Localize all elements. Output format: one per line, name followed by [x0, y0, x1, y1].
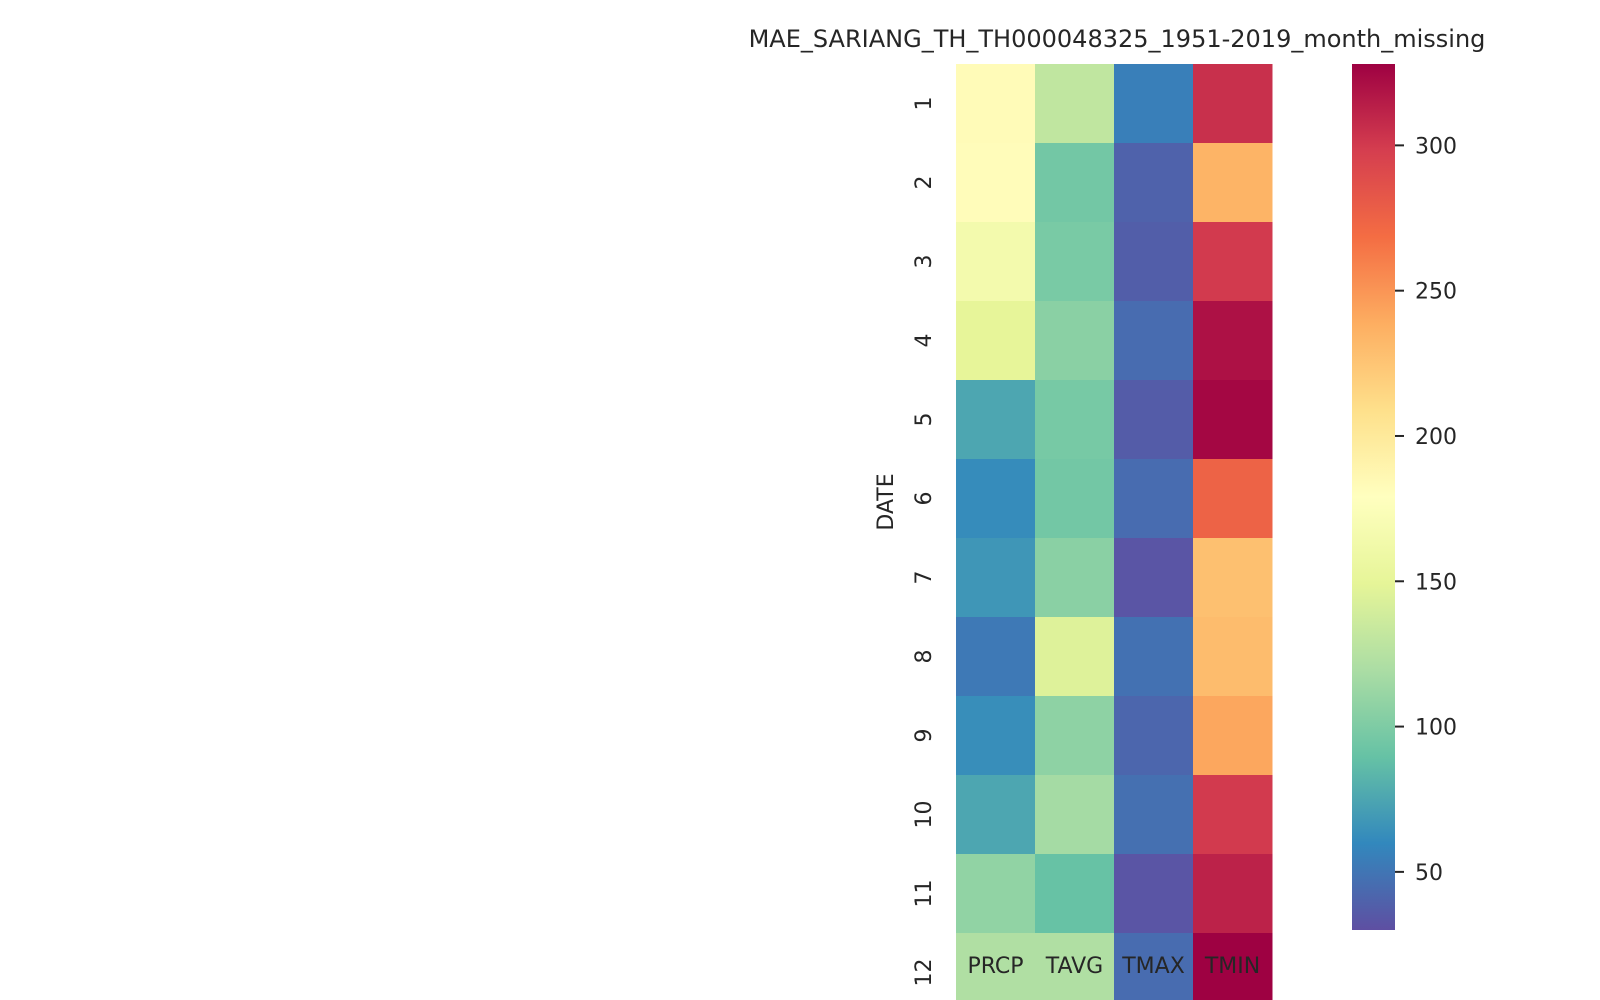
heatmap-cell: [1114, 617, 1194, 697]
heatmap-cell: [1114, 854, 1194, 934]
heatmap-cell: [956, 854, 1036, 934]
heatmap-cell: [1114, 301, 1194, 381]
heatmap-cell: [1193, 143, 1273, 223]
y-tick-label: 11: [912, 880, 937, 908]
heatmap-cell: [1193, 933, 1273, 1000]
x-tick-label: PRCP: [967, 954, 1023, 979]
heatmap-cell: [1035, 854, 1115, 934]
y-tick-label: 4: [912, 334, 937, 348]
y-tick-label: 5: [912, 413, 937, 427]
heatmap-cell: [1114, 459, 1194, 539]
heatmap-cell: [956, 301, 1036, 381]
heatmap-cell: [1193, 380, 1273, 460]
heatmap-cell: [1035, 64, 1115, 144]
heatmap-cell: [1114, 538, 1194, 618]
heatmap-cell: [1114, 64, 1194, 144]
heatmap-cell: [956, 775, 1036, 855]
y-tick-label: 12: [912, 959, 937, 987]
y-tick-label: 7: [912, 571, 937, 585]
heatmap-cell: [1193, 775, 1273, 855]
colorbar-tick-label: 250: [1415, 280, 1457, 305]
chart-title: MAE_SARIANG_TH_TH000048325_1951-2019_mon…: [749, 25, 1486, 53]
heatmap-cell: [1114, 775, 1194, 855]
heatmap-cell: [1193, 301, 1273, 381]
colorbar-tick-label: 50: [1415, 861, 1443, 886]
heatmap-cell: [956, 380, 1036, 460]
y-tick-label: 6: [912, 492, 937, 506]
y-tick-label: 3: [912, 255, 937, 269]
heatmap-cell: [1193, 459, 1273, 539]
heatmap-cell: [1035, 143, 1115, 223]
x-tick-label: TMIN: [1204, 954, 1260, 979]
colorbar-ticks: 50 100 150 200 250 300: [1395, 134, 1457, 886]
heatmap-cell: [1035, 380, 1115, 460]
heatmap-cell: [1193, 538, 1273, 618]
heatmap-cell: [1035, 775, 1115, 855]
heatmap-cell: [1035, 696, 1115, 776]
heatmap-cell: [1035, 301, 1115, 381]
heatmap-cell: [1035, 459, 1115, 539]
colorbar-tick-label: 300: [1415, 134, 1457, 159]
y-tick-label: 10: [912, 801, 937, 829]
heatmap-cell: [1114, 222, 1194, 302]
heatmap-cell: [1035, 617, 1115, 697]
x-tick-labels: PRCP TAVG TMAX TMIN: [967, 954, 1260, 979]
heatmap-cell: [1114, 380, 1194, 460]
heatmap-cell: [1114, 143, 1194, 223]
heatmap-cell: [956, 538, 1036, 618]
x-tick-label: TAVG: [1045, 954, 1103, 979]
heatmap-cell: [1193, 696, 1273, 776]
colorbar: [1352, 64, 1395, 930]
heatmap-cell: [1114, 696, 1194, 776]
heatmap-cell: [956, 143, 1036, 223]
heatmap-cell: [956, 617, 1036, 697]
x-tick-label: TMAX: [1121, 954, 1185, 979]
heatmap-cell: [956, 64, 1036, 144]
colorbar-tick-label: 100: [1415, 716, 1457, 741]
heatmap-cell: [956, 459, 1036, 539]
heatmap-cell: [956, 696, 1036, 776]
heatmap-cell: [1035, 222, 1115, 302]
heatmap-cell: [1193, 222, 1273, 302]
heatmap-cell: [1035, 933, 1115, 1000]
y-axis-label: DATE: [874, 473, 899, 530]
heatmap-cell: [956, 933, 1036, 1000]
heatmap-cell: [1193, 854, 1273, 934]
colorbar-tick-label: 200: [1415, 425, 1457, 450]
heatmap-cell: [1035, 538, 1115, 618]
heatmap-cell: [1114, 933, 1194, 1000]
colorbar-tick-label: 150: [1415, 570, 1457, 595]
y-tick-label: 8: [912, 650, 937, 664]
y-tick-label: 9: [912, 729, 937, 743]
heatmap-cell: [956, 222, 1036, 302]
heatmap-cell: [1193, 64, 1273, 144]
y-tick-label: 1: [912, 97, 937, 111]
heatmap-cells: [956, 64, 1273, 1000]
heatmap-cell: [1193, 617, 1273, 697]
y-tick-label: 2: [912, 176, 937, 190]
